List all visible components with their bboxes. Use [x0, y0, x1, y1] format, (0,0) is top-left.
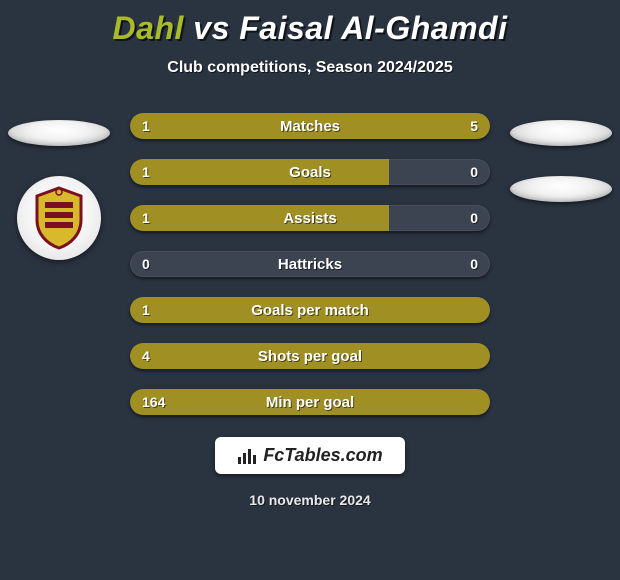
stat-fill-player1 — [130, 389, 490, 415]
title-player1: Dahl — [113, 10, 184, 46]
title-vs: vs — [193, 10, 230, 46]
title-player2: Faisal Al-Ghamdi — [239, 10, 507, 46]
stat-fill-player1 — [130, 343, 490, 369]
stat-row: 4Shots per goal — [130, 343, 490, 369]
stat-value-player2: 0 — [470, 159, 478, 185]
club-crest-player1 — [17, 176, 101, 260]
brand-badge: FcTables.com — [215, 437, 404, 474]
comparison-bars: 15Matches10Goals10Assists00Hattricks1Goa… — [130, 113, 490, 415]
infographic-root: Dahl vs Faisal Al-Ghamdi Club competitio… — [0, 0, 620, 580]
brand-text: FcTables.com — [263, 445, 382, 466]
stat-fill-player2 — [191, 113, 490, 139]
stat-fill-player1 — [130, 297, 490, 323]
empty-club-badge — [8, 120, 110, 146]
empty-club-badge — [510, 176, 612, 202]
left-badge-column — [8, 120, 110, 260]
page-title: Dahl vs Faisal Al-Ghamdi — [113, 10, 508, 47]
stat-label: Hattricks — [130, 251, 490, 277]
stat-fill-player1 — [130, 159, 389, 185]
stat-fill-player1 — [130, 205, 389, 231]
stat-row: 164Min per goal — [130, 389, 490, 415]
stat-row: 10Assists — [130, 205, 490, 231]
stat-row: 1Goals per match — [130, 297, 490, 323]
stat-row: 15Matches — [130, 113, 490, 139]
date-text: 10 november 2024 — [249, 492, 370, 508]
stat-row: 0 0Hattricks — [130, 251, 490, 277]
right-badge-column — [510, 120, 612, 202]
bar-chart-icon — [237, 447, 257, 465]
empty-club-badge — [510, 120, 612, 146]
stat-row: 10Goals — [130, 159, 490, 185]
shield-icon — [29, 184, 89, 252]
subtitle: Club competitions, Season 2024/2025 — [167, 59, 452, 77]
stat-value-player1: 0 — [142, 251, 150, 277]
stat-value-player2: 0 — [470, 251, 478, 277]
stat-fill-player1 — [130, 113, 191, 139]
stat-value-player2: 0 — [470, 205, 478, 231]
